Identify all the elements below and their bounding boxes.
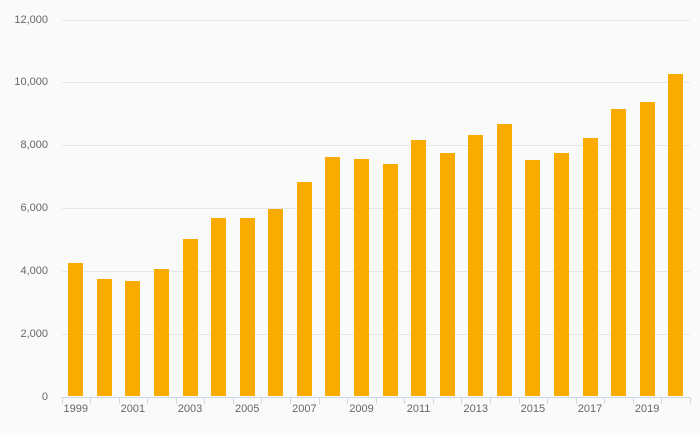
x-axis-tick [547, 397, 549, 404]
y-axis-label-2000: 2,000 [20, 327, 48, 340]
bar-2014[interactable] [496, 124, 512, 397]
x-axis-tick [632, 397, 634, 404]
x-axis-label-2011: 2011 [406, 403, 431, 415]
x-axis-tick [175, 397, 177, 404]
bar-2011[interactable] [411, 140, 427, 397]
x-axis-line [61, 396, 690, 398]
bar-1999[interactable] [68, 262, 84, 397]
y-axis-label-10000: 10,000 [14, 76, 48, 89]
bar-2009[interactable] [353, 158, 369, 397]
bar-2012[interactable] [439, 153, 455, 397]
bar-2008[interactable] [325, 157, 341, 397]
y-axis-label-8000: 8,000 [20, 139, 48, 152]
bar-2007[interactable] [296, 181, 312, 397]
x-axis-tick [232, 397, 234, 404]
x-axis-tick [690, 397, 691, 404]
x-axis-label-2015: 2015 [520, 403, 546, 415]
x-axis-tick [404, 397, 406, 404]
bar-2001[interactable] [125, 280, 141, 397]
x-axis-tick [432, 397, 434, 404]
x-axis-tick [661, 397, 663, 404]
x-axis-tick [90, 397, 92, 404]
x-axis-label-2009: 2009 [349, 403, 374, 415]
x-axis-tick [147, 397, 149, 404]
gridline-12000 [61, 19, 690, 21]
x-axis-tick [261, 397, 263, 404]
bar-2016[interactable] [553, 153, 569, 397]
x-axis-tick [518, 397, 520, 404]
bar-2017[interactable] [582, 137, 598, 397]
x-axis-tick [375, 397, 377, 404]
x-axis-tick [61, 397, 63, 404]
x-axis-label-2003: 2003 [177, 403, 203, 415]
bar-2020[interactable] [668, 74, 684, 397]
gridline-4000 [61, 270, 690, 272]
x-axis-tick [347, 397, 349, 404]
bar-2019[interactable] [639, 102, 655, 397]
gridline-10000 [61, 82, 690, 84]
gridline-2000 [61, 333, 690, 335]
x-axis-label-2001: 2001 [120, 403, 146, 415]
x-axis-tick [290, 397, 292, 404]
x-axis-tick [490, 397, 492, 404]
gridline-6000 [61, 208, 690, 209]
x-axis-tick [118, 397, 120, 404]
x-axis-label-2013: 2013 [463, 403, 488, 415]
x-axis-tick [575, 397, 577, 404]
y-axis-label-12000: 12,000 [14, 13, 48, 26]
y-axis-label-4000: 4,000 [20, 264, 48, 277]
bar-2005[interactable] [239, 218, 255, 397]
gridline-8000 [61, 145, 690, 147]
x-axis-label-1999: 1999 [63, 403, 89, 415]
x-axis-label-2007: 2007 [292, 403, 317, 415]
x-axis-label-2019: 2019 [634, 403, 660, 415]
bar-2015[interactable] [525, 159, 541, 397]
x-axis-tick [604, 397, 606, 404]
y-axis-label-6000: 6,000 [20, 202, 48, 214]
bar-2013[interactable] [468, 135, 484, 397]
x-axis-tick [204, 397, 206, 404]
x-axis-tick [461, 397, 463, 404]
x-axis-label-2017: 2017 [577, 403, 603, 415]
x-axis-tick [318, 397, 320, 404]
bar-2000[interactable] [96, 279, 112, 397]
x-axis-label-2005: 2005 [234, 403, 260, 415]
bar-2006[interactable] [268, 208, 284, 397]
bar-2002[interactable] [153, 268, 169, 397]
y-axis-label-0: 0 [41, 390, 48, 403]
bar-2010[interactable] [382, 164, 398, 397]
bar-2003[interactable] [182, 239, 198, 397]
bar-2018[interactable] [611, 109, 627, 397]
bar-2004[interactable] [211, 218, 227, 397]
